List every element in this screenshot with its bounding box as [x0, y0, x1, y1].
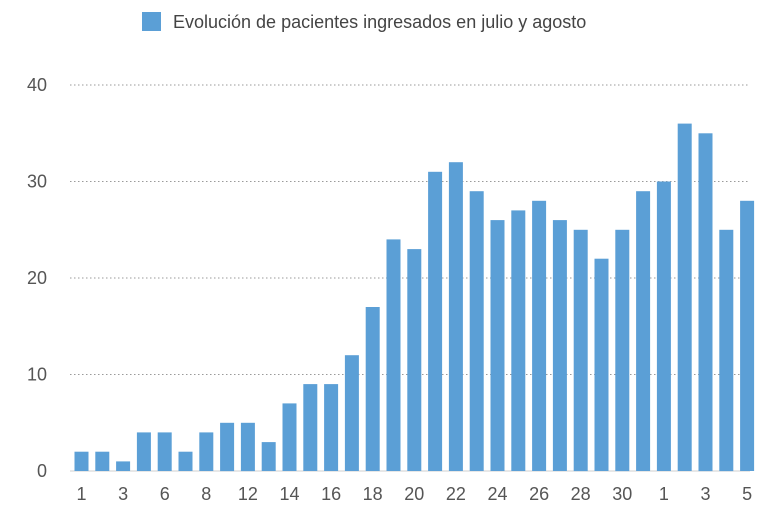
bar-31 — [698, 133, 713, 472]
x-tick-label: 5 — [742, 484, 752, 504]
x-tick-label: 1 — [659, 484, 669, 504]
x-tick-label: 16 — [321, 484, 341, 504]
bar-21 — [490, 220, 505, 471]
x-tick-label: 20 — [404, 484, 424, 504]
bar-14 — [344, 355, 359, 471]
bar-4 — [136, 432, 151, 471]
bar-5 — [157, 432, 172, 471]
bar-28 — [636, 191, 651, 471]
bar-16 — [386, 239, 401, 471]
bar-2 — [95, 451, 110, 471]
x-tick-label: 24 — [487, 484, 507, 504]
x-tick-label: 26 — [529, 484, 549, 504]
bar-22 — [511, 210, 526, 471]
bar-15 — [365, 307, 380, 471]
bar-20 — [469, 191, 484, 471]
bar-25 — [573, 229, 588, 472]
legend-swatch — [142, 12, 161, 31]
y-tick-label: 30 — [27, 172, 47, 192]
bar-30 — [677, 123, 692, 471]
x-tick-label: 1 — [76, 484, 86, 504]
x-tick-label: 8 — [201, 484, 211, 504]
x-tick-label: 3 — [118, 484, 128, 504]
bar-6 — [178, 451, 193, 471]
y-tick-label: 10 — [27, 365, 47, 385]
bar-29 — [656, 181, 671, 471]
x-tick-label: 22 — [446, 484, 466, 504]
y-axis-ticks: 0 10 20 30 40 — [27, 75, 47, 481]
bar-8 — [220, 422, 235, 472]
bar-11 — [282, 403, 297, 471]
legend: Evolución de pacientes ingresados en jul… — [142, 12, 586, 32]
bar-10 — [261, 442, 276, 471]
bar-1 — [74, 451, 89, 471]
bar-27 — [615, 229, 630, 472]
x-tick-label: 3 — [700, 484, 710, 504]
bar-12 — [303, 384, 318, 471]
bar-19 — [448, 162, 463, 471]
x-axis-ticks: 1 3 6 8 12 14 16 18 20 22 24 26 28 30 1 3 5 — [76, 484, 752, 504]
bar-32 — [719, 229, 734, 472]
y-tick-label: 0 — [37, 461, 47, 481]
bar-17 — [407, 249, 422, 471]
bar-7 — [199, 432, 214, 471]
bar-18 — [428, 171, 443, 472]
bar-33 — [740, 200, 755, 472]
legend-label: Evolución de pacientes ingresados en jul… — [173, 12, 586, 32]
bar-26 — [594, 258, 609, 471]
x-tick-label: 18 — [363, 484, 383, 504]
y-tick-label: 20 — [27, 268, 47, 288]
x-tick-label: 12 — [238, 484, 258, 504]
bar-23 — [532, 200, 547, 472]
bar-13 — [324, 384, 339, 471]
x-tick-label: 14 — [279, 484, 299, 504]
bars — [74, 123, 755, 472]
x-tick-label: 28 — [571, 484, 591, 504]
bar-9 — [240, 422, 255, 472]
x-tick-label: 30 — [612, 484, 632, 504]
y-tick-label: 40 — [27, 75, 47, 95]
x-tick-label: 6 — [160, 484, 170, 504]
bar-24 — [552, 220, 567, 471]
bar-3 — [116, 461, 131, 471]
